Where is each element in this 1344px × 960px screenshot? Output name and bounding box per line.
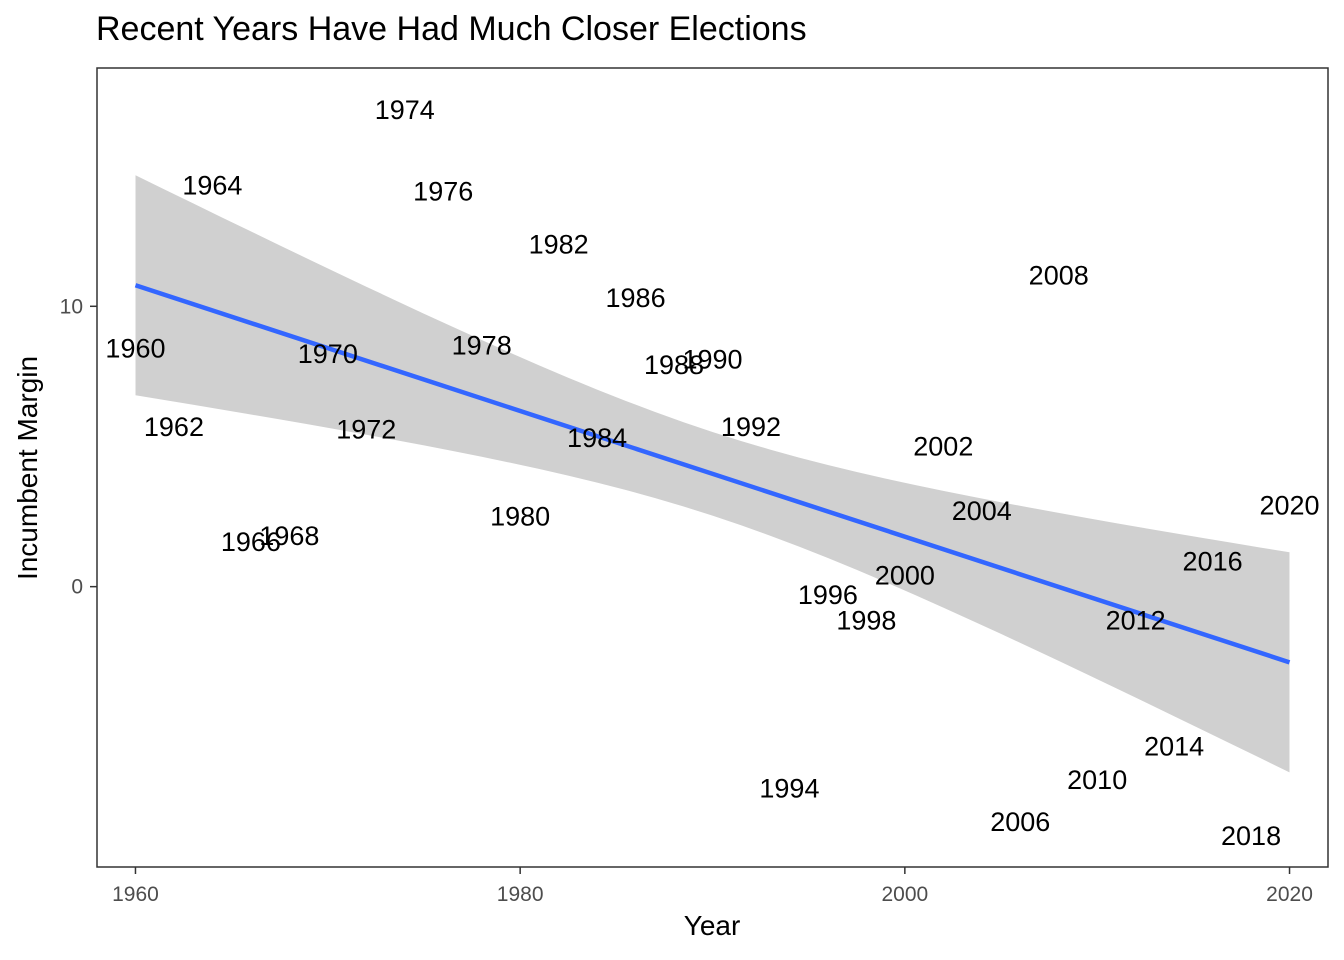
point-label-1960: 1960: [105, 333, 165, 363]
point-label-2016: 2016: [1183, 546, 1243, 576]
x-tick-label-2020: 2020: [1266, 883, 1313, 906]
y-tick-label-0: 0: [71, 576, 83, 599]
point-label-1964: 1964: [182, 171, 242, 201]
point-label-2006: 2006: [990, 807, 1050, 837]
y-tick-label-10: 10: [60, 295, 83, 318]
point-label-2008: 2008: [1029, 260, 1089, 290]
point-label-1984: 1984: [567, 423, 627, 453]
chart-title: Recent Years Have Had Much Closer Electi…: [96, 10, 807, 48]
x-tick-label-1960: 1960: [112, 883, 159, 906]
x-axis-title: Year: [683, 910, 741, 941]
point-label-1998: 1998: [836, 605, 896, 635]
trend-line: [134, 283, 1291, 665]
point-label-1970: 1970: [298, 339, 358, 369]
point-label-1996: 1996: [798, 580, 858, 610]
point-label-1972: 1972: [336, 415, 396, 445]
point-label-1978: 1978: [452, 331, 512, 361]
point-label-1990: 1990: [682, 345, 742, 375]
point-label-2004: 2004: [952, 496, 1012, 526]
point-label-1980: 1980: [490, 502, 550, 532]
point-label-1968: 1968: [259, 521, 319, 551]
x-tick-label-2000: 2000: [881, 883, 928, 906]
point-label-2020: 2020: [1259, 490, 1319, 520]
point-label-1974: 1974: [375, 95, 435, 125]
panel-border: [96, 67, 1329, 868]
point-label-2014: 2014: [1144, 731, 1204, 761]
point-label-1992: 1992: [721, 412, 781, 442]
point-label-1962: 1962: [144, 412, 204, 442]
point-label-2012: 2012: [1106, 605, 1166, 635]
point-label-1976: 1976: [413, 176, 473, 206]
point-label-1994: 1994: [759, 774, 819, 804]
point-label-1966: 1966: [221, 527, 281, 557]
point-label-1986: 1986: [606, 283, 666, 313]
point-label-2000: 2000: [875, 560, 935, 590]
x-tick-label-1980: 1980: [497, 883, 544, 906]
point-label-2010: 2010: [1067, 765, 1127, 795]
point-label-2018: 2018: [1221, 821, 1281, 851]
point-label-2002: 2002: [913, 431, 973, 461]
point-label-1982: 1982: [529, 230, 589, 260]
point-label-1988: 1988: [644, 350, 704, 380]
